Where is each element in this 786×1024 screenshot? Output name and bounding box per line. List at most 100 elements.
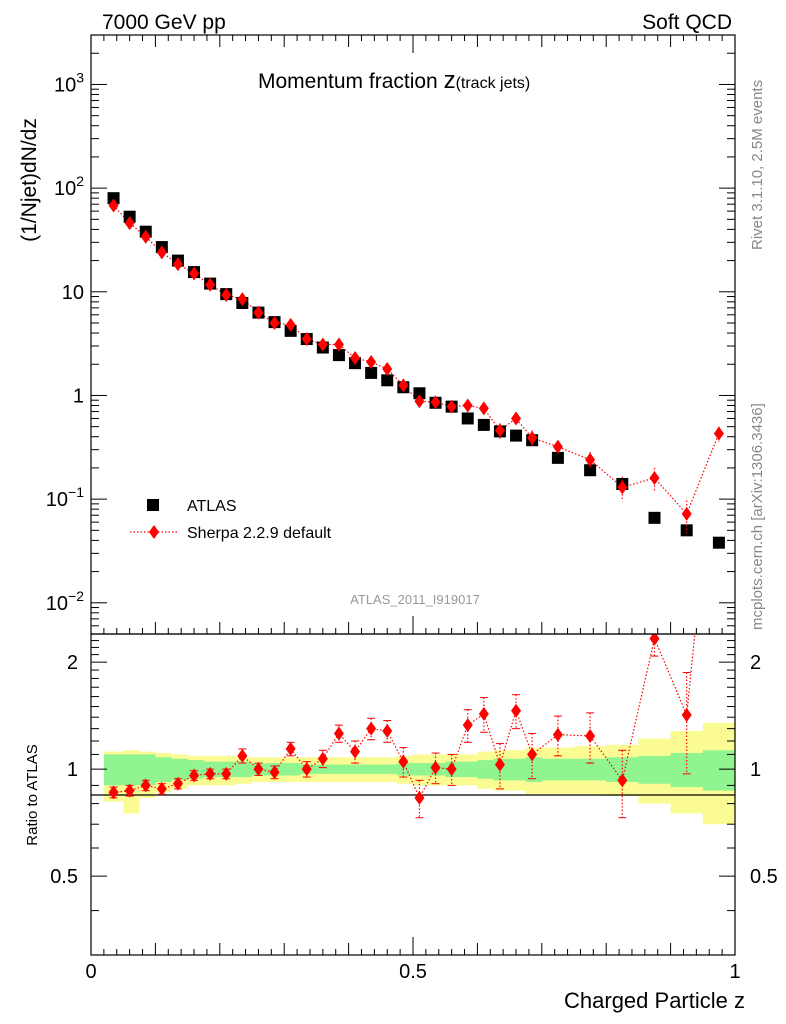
main-panel-series: [107, 192, 725, 549]
sherpa-ratio-point: [527, 747, 538, 762]
sherpa-ratio-point: [585, 728, 596, 743]
legend-atlas-marker: [147, 499, 159, 511]
sherpa-ratio-point: [124, 783, 135, 798]
sherpa-ratio-point: [285, 741, 296, 756]
sherpa-point: [414, 394, 425, 409]
ratio-tick-label-right: 2: [750, 652, 761, 674]
y-tick-label: 1: [73, 385, 84, 407]
sherpa-ratio-point: [317, 751, 328, 766]
sherpa-ratio-point: [156, 781, 167, 796]
sherpa-point: [713, 426, 724, 441]
sherpa-point: [430, 395, 441, 410]
sherpa-ratio-point: [681, 708, 692, 723]
sherpa-ratio-point: [494, 757, 505, 772]
sherpa-point: [108, 198, 119, 213]
atlas-point: [551, 451, 564, 464]
ratio-tick-label-left: 0.5: [50, 866, 78, 888]
sherpa-ratio-point: [333, 726, 344, 741]
atlas-point: [107, 192, 120, 205]
ratio-panel-series: [108, 634, 696, 819]
atlas-point: [413, 387, 426, 400]
sherpa-point: [317, 337, 328, 352]
sherpa-point: [285, 317, 296, 332]
legend: ATLAS Sherpa 2.2.9 default: [130, 498, 332, 542]
sherpa-ratio-point: [189, 768, 200, 783]
atlas-point: [477, 418, 490, 431]
sherpa-point: [462, 398, 473, 413]
sherpa-ratio-point: [552, 727, 563, 742]
sherpa-ratio-point: [253, 762, 264, 777]
legend-sherpa-label: Sherpa 2.2.9 default: [187, 525, 332, 542]
atlas-point: [712, 536, 725, 549]
sherpa-point: [552, 439, 563, 454]
sherpa-point: [253, 305, 264, 320]
sherpa-ratio-point: [269, 765, 280, 780]
y-tick-label-exponent: −1: [68, 484, 84, 500]
energy-label: 7000 GeV pp: [102, 11, 226, 34]
sherpa-point: [333, 337, 344, 352]
atlas-point: [680, 524, 693, 537]
y-tick-label-base: 1: [73, 385, 84, 407]
sherpa-point: [585, 452, 596, 467]
sherpa-point: [617, 480, 628, 495]
atlas-point: [461, 412, 474, 425]
sherpa-ratio-point: [649, 634, 660, 646]
legend-sherpa-marker: [149, 525, 159, 539]
sherpa-point: [494, 423, 505, 438]
sherpa-point: [221, 288, 232, 303]
sherpa-ratio-point: [398, 754, 409, 769]
ratio-tick-label-right: 0.5: [750, 866, 778, 888]
y-tick-label: 10−2: [46, 588, 84, 615]
legend-atlas-label: ATLAS: [187, 498, 237, 515]
y-tick-label-base: 10: [54, 178, 76, 200]
rivet-version-label: Rivet 3.1.10, 2.5M events: [749, 80, 766, 250]
chart-title: Momentum fraction z(track jets): [258, 67, 530, 94]
y-tick-label-base: 10: [62, 282, 84, 304]
atlas-point: [584, 464, 597, 477]
y-tick-label: 103: [54, 69, 84, 96]
sherpa-ratio-point: [108, 785, 119, 800]
analysis-label: ATLAS_2011_I919017: [350, 592, 480, 607]
sherpa-point: [527, 430, 538, 445]
sherpa-ratio-point: [478, 706, 489, 721]
atlas-point: [381, 374, 394, 387]
sherpa-point: [511, 411, 522, 426]
sherpa-line: [113, 205, 720, 516]
y-tick-label: 102: [54, 173, 84, 200]
sherpa-point: [189, 266, 200, 281]
sherpa-point: [350, 350, 361, 365]
chart-title-main: Momentum fraction: [258, 70, 444, 93]
ratio-tick-label-right: 1: [750, 759, 761, 781]
x-axis-label: Charged Particle z: [564, 988, 745, 1013]
sherpa-point: [269, 316, 280, 331]
chart-title-sub: (track jets): [456, 75, 531, 92]
ratio-uncertainty-bands: [103, 722, 735, 825]
chart-title-var: z: [444, 67, 456, 94]
sherpa-ratio-point: [172, 776, 183, 791]
ratio-band-inner: [103, 750, 735, 791]
atlas-point: [510, 429, 523, 442]
ratio-axis-label: Ratio to ATLAS: [24, 744, 41, 845]
atlas-point: [365, 366, 378, 379]
y-tick-label: 10: [62, 282, 84, 304]
x-tick-label: 0.5: [399, 961, 427, 983]
sherpa-ratio-point: [511, 703, 522, 718]
sherpa-point: [382, 361, 393, 376]
sherpa-ratio-point: [140, 778, 151, 793]
sherpa-ratio-point: [301, 762, 312, 777]
sherpa-ratio-point: [430, 760, 441, 775]
sherpa-ratio-point: [617, 773, 628, 788]
sherpa-point: [172, 257, 183, 272]
ratio-tick-label-left: 2: [67, 652, 78, 674]
sherpa-ratio-point: [446, 762, 457, 777]
sherpa-point: [156, 245, 167, 260]
y-axis-label: (1/Njet)dN/dz: [18, 118, 41, 242]
y-tick-label: 10−1: [46, 484, 84, 511]
sherpa-ratio-point: [350, 744, 361, 759]
sherpa-ratio-point: [205, 766, 216, 781]
sherpa-point: [366, 355, 377, 370]
y-tick-label-base: 10: [54, 74, 76, 96]
sherpa-point: [124, 216, 135, 231]
